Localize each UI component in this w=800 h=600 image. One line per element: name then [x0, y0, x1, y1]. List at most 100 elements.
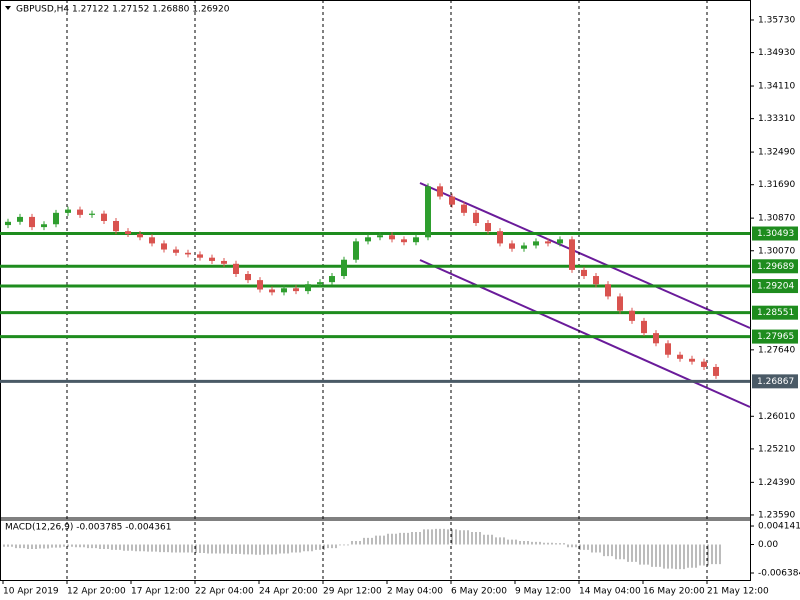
level-label-box [752, 226, 798, 241]
candle-body [557, 239, 563, 244]
candle-body [449, 196, 455, 205]
candle-body [281, 288, 287, 293]
level-label: 1.27965 [757, 332, 794, 342]
candle-body [257, 280, 263, 290]
level-label-box [752, 259, 798, 274]
candle-body [473, 212, 479, 224]
candle-body [293, 288, 299, 292]
level-label: 1.30493 [757, 229, 794, 239]
candle-body [329, 276, 335, 283]
candle-body [137, 234, 143, 238]
candle-body [341, 259, 347, 277]
y-tick-label: 1.26010 [758, 412, 795, 422]
x-tick-label: 6 May 20:00 [451, 587, 507, 597]
y-tick-label: 1.24390 [758, 478, 795, 488]
level-label-box [752, 279, 798, 294]
x-tick-label: 9 May 12:00 [515, 587, 571, 597]
candle-body [317, 282, 323, 285]
candle-body [401, 239, 407, 243]
candle-body [485, 223, 491, 232]
y-tick-label: 1.30070 [758, 246, 795, 256]
x-tick-label: 12 Apr 20:00 [67, 587, 126, 597]
candle-body [365, 237, 371, 242]
candle-body [461, 204, 467, 213]
candle-body [17, 216, 23, 222]
y-tick-label: 1.32490 [758, 148, 795, 158]
candle-body [185, 252, 191, 255]
candle-body [569, 239, 575, 270]
x-tick-label: 16 May 20:00 [643, 587, 705, 597]
candle-body [5, 221, 11, 226]
candle-body [149, 237, 155, 244]
plot-frame [0, 0, 751, 581]
candle-body [65, 209, 71, 213]
candle-body [269, 289, 275, 293]
y-tick-label: -0.006384 [758, 569, 800, 579]
y-tick-label: 1.33310 [758, 114, 795, 124]
candle-body [425, 186, 431, 238]
candle-body [545, 241, 551, 244]
y-tick-label: 1.30870 [758, 214, 795, 224]
y-tick-label: 1.27640 [758, 345, 795, 355]
candle-body [413, 237, 419, 243]
candle-body [677, 354, 683, 359]
x-tick-label: 21 May 12:00 [707, 587, 769, 597]
x-tick-label: 24 Apr 20:00 [259, 587, 318, 597]
y-tick-label: 1.35730 [758, 15, 795, 25]
candle-body [605, 284, 611, 297]
candle-body [581, 269, 587, 277]
candle-body [53, 212, 59, 225]
candle-body [101, 213, 107, 221]
y-tick-label: 1.25210 [758, 444, 795, 454]
candle-body [593, 276, 599, 285]
candle-body [113, 220, 119, 232]
x-tick-label: 10 Apr 2019 [3, 587, 59, 597]
candle-body [701, 361, 707, 367]
candle-body [629, 310, 635, 321]
level-label: 1.28551 [757, 308, 794, 318]
candle-body [509, 243, 515, 249]
candle-body [125, 231, 131, 235]
candle-body [305, 284, 311, 292]
candle-body [713, 366, 719, 376]
candle-body [521, 245, 527, 249]
level-label: 1.29689 [757, 262, 794, 272]
candle-body [197, 254, 203, 258]
candle-body [533, 241, 539, 246]
candle-body [233, 263, 239, 274]
candle-body [89, 213, 95, 215]
candle-body [77, 209, 83, 215]
x-tick-label: 14 May 04:00 [579, 587, 641, 597]
candle-body [353, 241, 359, 260]
candle-body [641, 320, 647, 334]
y-tick-label: 0.00 [758, 540, 778, 550]
candle-body [173, 249, 179, 253]
macd-title: MACD(12,26,9) -0.003785 -0.004361 [5, 523, 171, 533]
candle-body [29, 216, 35, 228]
candle-body [221, 260, 227, 264]
candle-body [665, 343, 671, 355]
y-tick-label: 1.34110 [758, 82, 795, 92]
level-label: 1.29204 [757, 282, 794, 292]
x-tick-label: 17 Apr 12:00 [131, 587, 190, 597]
y-tick-label: 1.23590 [758, 510, 795, 520]
candle-body [209, 257, 215, 261]
level-label-box [752, 374, 798, 389]
x-tick-label: 29 Apr 12:00 [323, 587, 382, 597]
y-tick-label: 1.31690 [758, 180, 795, 190]
channel-line [419, 182, 751, 329]
x-tick-label: 22 Apr 04:00 [195, 587, 254, 597]
candle-body [389, 235, 395, 240]
candle-body [377, 235, 383, 238]
candle-body [689, 358, 695, 362]
candle-body [161, 243, 167, 250]
x-tick-label: 2 May 04:00 [387, 587, 443, 597]
level-label: 1.26867 [757, 377, 794, 387]
chart-title: GBPUSD,H4 1.27122 1.27152 1.26880 1.2692… [16, 5, 230, 15]
symbol-icon [5, 6, 11, 10]
y-tick-label: 0.004141 [758, 522, 800, 532]
candle-body [437, 186, 443, 197]
